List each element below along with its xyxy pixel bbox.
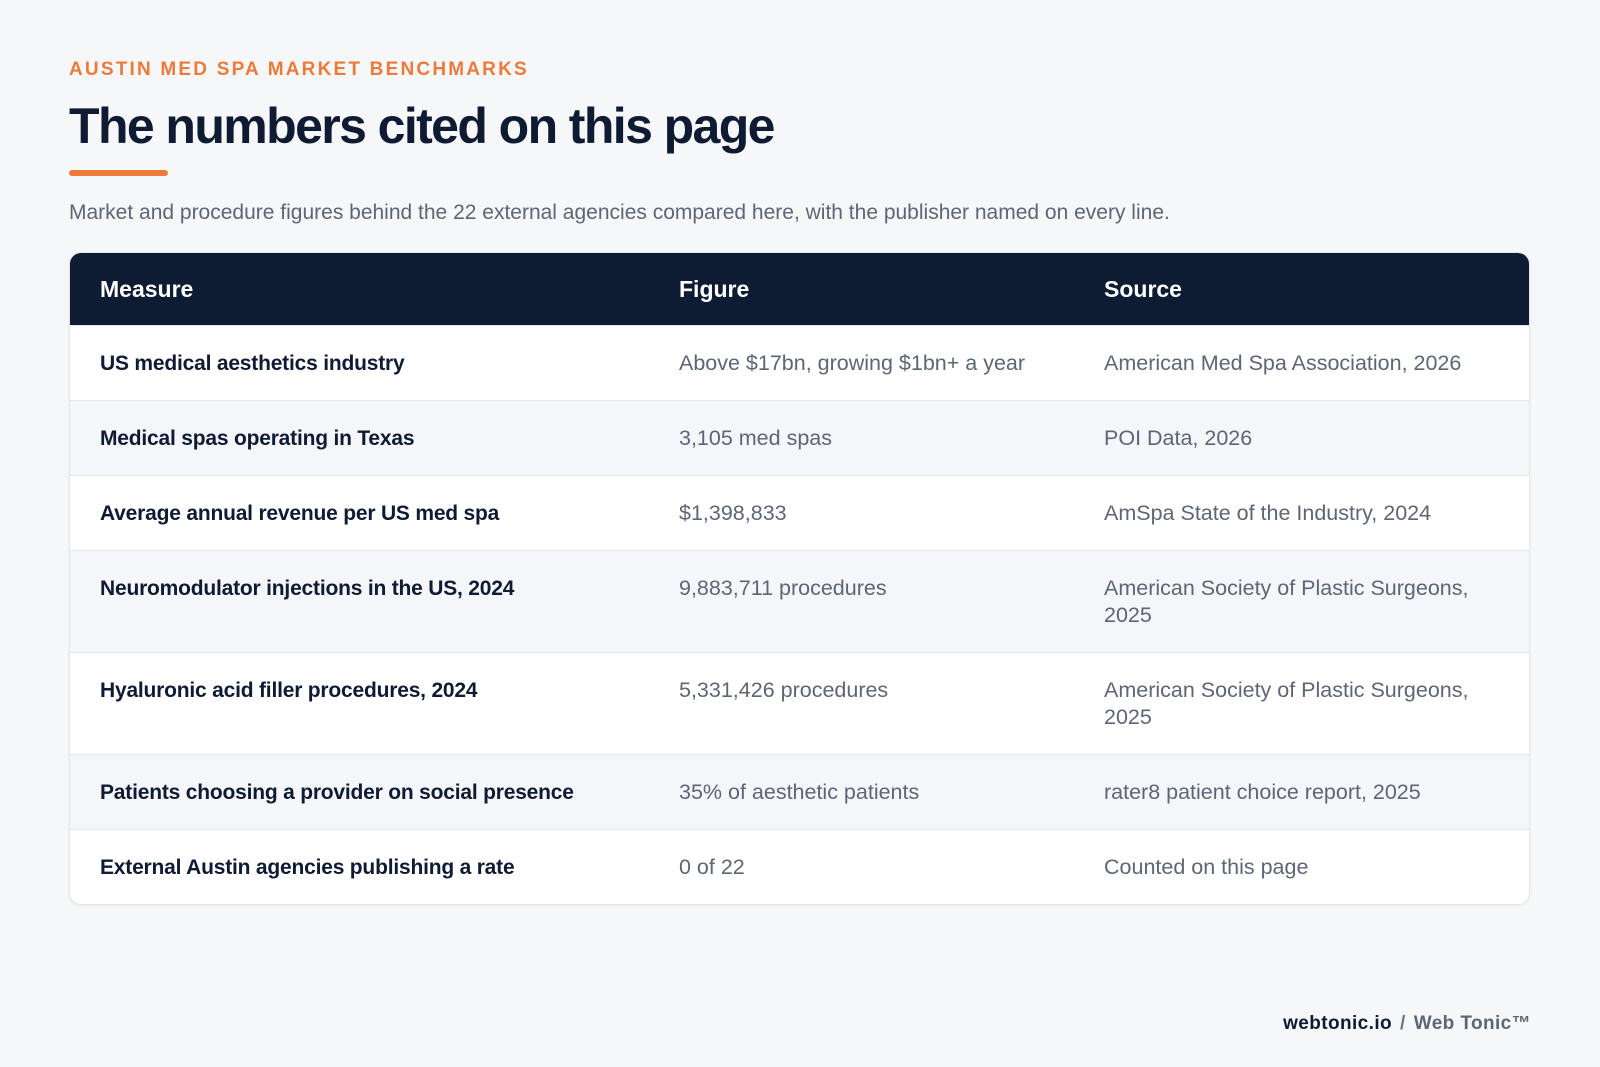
source-cell: POI Data, 2026 bbox=[1104, 426, 1253, 450]
table-row: Hyaluronic acid filler procedures, 2024 … bbox=[70, 652, 1529, 754]
page-subtitle: Market and procedure figures behind the … bbox=[69, 201, 1170, 224]
footer-credit: webtonic.io / Web Tonic™ bbox=[1283, 1012, 1531, 1036]
page-title: The numbers cited on this page bbox=[69, 98, 775, 154]
table-header: Measure Figure Source bbox=[70, 253, 1529, 325]
figure-cell: Above $17bn, growing $1bn+ a year bbox=[679, 351, 1026, 375]
footer-domain: webtonic.io bbox=[1283, 1013, 1393, 1034]
figure-cell: 5,331,426 procedures bbox=[679, 678, 889, 702]
benchmarks-table: Measure Figure Source US medical aesthet… bbox=[69, 252, 1530, 905]
measure-cell: Medical spas operating in Texas bbox=[100, 427, 415, 450]
column-header-figure: Figure bbox=[679, 276, 750, 302]
measure-cell: US medical aesthetics industry bbox=[100, 352, 405, 375]
table-row: US medical aesthetics industry Above $17… bbox=[70, 325, 1529, 400]
measure-cell: Hyaluronic acid filler procedures, 2024 bbox=[100, 679, 478, 702]
measure-cell: Neuromodulator injections in the US, 202… bbox=[100, 577, 515, 600]
source-cell: AmSpa State of the Industry, 2024 bbox=[1104, 501, 1432, 525]
page-eyebrow: AUSTIN MED SPA MARKET BENCHMARKS bbox=[69, 59, 529, 80]
column-header-measure: Measure bbox=[100, 276, 194, 302]
source-cell: American Society of Plastic Surgeons, 20… bbox=[1104, 678, 1469, 729]
source-cell: Counted on this page bbox=[1104, 855, 1309, 879]
table-row: Medical spas operating in Texas 3,105 me… bbox=[70, 400, 1529, 475]
title-accent-divider bbox=[69, 170, 168, 176]
measure-cell: Average annual revenue per US med spa bbox=[100, 502, 500, 525]
column-header-source: Source bbox=[1104, 276, 1182, 302]
figure-cell: $1,398,833 bbox=[679, 501, 787, 525]
source-cell: American Society of Plastic Surgeons, 20… bbox=[1104, 576, 1469, 627]
figure-cell: 35% of aesthetic patients bbox=[679, 780, 920, 804]
footer-brand: Web Tonic™ bbox=[1413, 1013, 1531, 1034]
figure-cell: 9,883,711 procedures bbox=[679, 576, 887, 600]
figure-cell: 0 of 22 bbox=[679, 855, 745, 879]
measure-cell: Patients choosing a provider on social p… bbox=[100, 781, 574, 804]
figure-cell: 3,105 med spas bbox=[679, 426, 832, 450]
table-row: Neuromodulator injections in the US, 202… bbox=[70, 550, 1529, 652]
table-row: Patients choosing a provider on social p… bbox=[70, 754, 1529, 829]
source-cell: American Med Spa Association, 2026 bbox=[1104, 351, 1462, 375]
measure-cell: External Austin agencies publishing a ra… bbox=[100, 856, 515, 879]
table-row: External Austin agencies publishing a ra… bbox=[70, 829, 1529, 904]
footer-separator: / bbox=[1400, 1013, 1406, 1034]
table-row: Average annual revenue per US med spa $1… bbox=[70, 475, 1529, 550]
source-cell: rater8 patient choice report, 2025 bbox=[1104, 780, 1421, 804]
